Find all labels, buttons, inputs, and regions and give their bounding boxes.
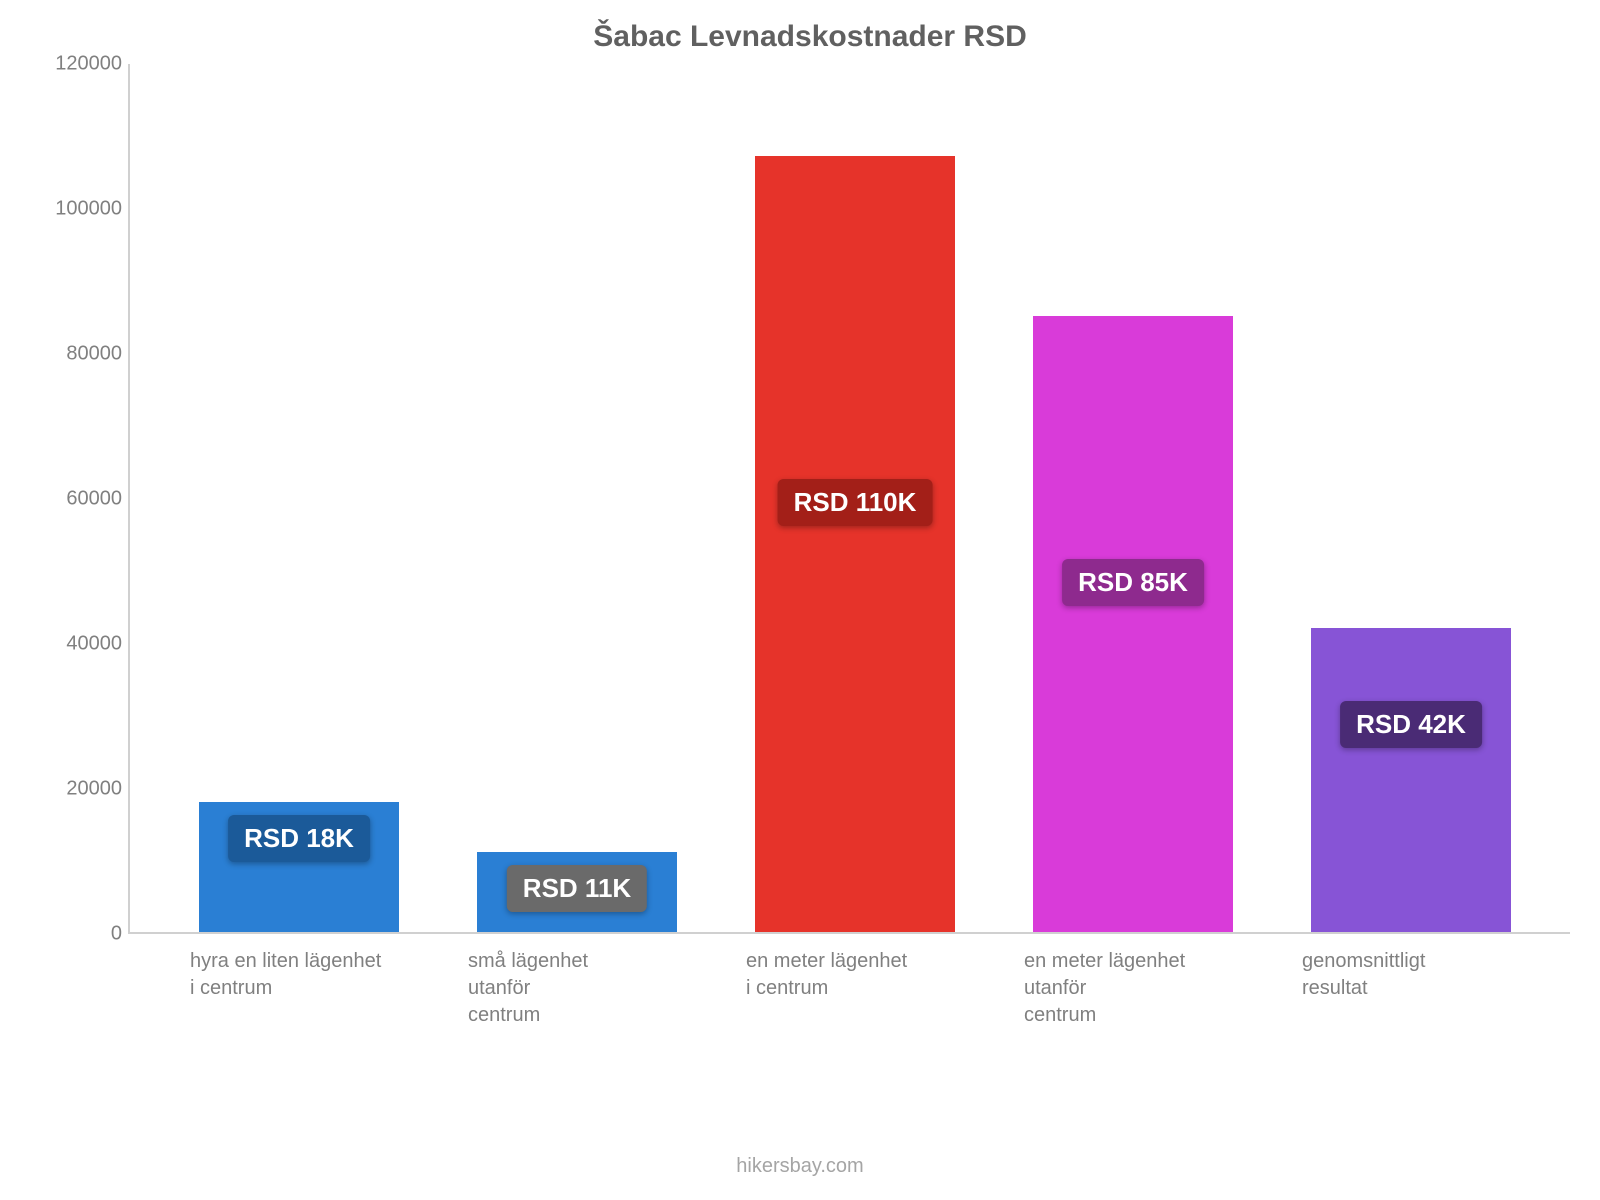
attribution-text: hikersbay.com [0, 1155, 1600, 1178]
chart-container: Šabac Levnadskostnader RSD 0200004000060… [50, 20, 1570, 1120]
x-axis-line [128, 932, 1570, 934]
bar-slot: RSD 42K [1272, 64, 1550, 932]
x-axis-label: genomsnittligtresultat [1272, 948, 1550, 1029]
y-tick-label: 120000 [55, 53, 140, 76]
bar-slot: RSD 85K [994, 64, 1272, 932]
x-axis-label: hyra en liten lägenheti centrum [160, 948, 438, 1029]
y-tick-label: 80000 [66, 343, 140, 366]
y-tick-label: 20000 [66, 778, 140, 801]
bar-slot: RSD 11K [438, 64, 716, 932]
y-tick-label: 60000 [66, 488, 140, 511]
bars-group: RSD 18K RSD 11K RSD 110K RSD 85K RSD 42K [140, 64, 1570, 932]
y-tick-label: 40000 [66, 633, 140, 656]
bar [1311, 628, 1511, 933]
y-tick-label: 0 [111, 923, 140, 946]
plot-area: 020000400006000080000100000120000 RSD 18… [140, 64, 1570, 934]
bar-value-label: RSD 85K [1062, 559, 1204, 606]
x-axis-label: en meter lägenhetutanförcentrum [994, 948, 1272, 1029]
bar-slot: RSD 110K [716, 64, 994, 932]
x-axis-label: en meter lägenheti centrum [716, 948, 994, 1029]
y-tick-label: 100000 [55, 198, 140, 221]
bar-slot: RSD 18K [160, 64, 438, 932]
bar-value-label: RSD 110K [778, 479, 933, 526]
bar-value-label: RSD 18K [228, 815, 370, 862]
bar-value-label: RSD 11K [507, 865, 647, 912]
bar [1033, 316, 1233, 932]
bar-value-label: RSD 42K [1340, 701, 1482, 748]
x-axis-label: små lägenhetutanförcentrum [438, 948, 716, 1029]
x-axis-labels: hyra en liten lägenheti centrumsmå lägen… [140, 934, 1570, 1029]
bar [755, 156, 955, 932]
chart-title: Šabac Levnadskostnader RSD [50, 20, 1570, 54]
